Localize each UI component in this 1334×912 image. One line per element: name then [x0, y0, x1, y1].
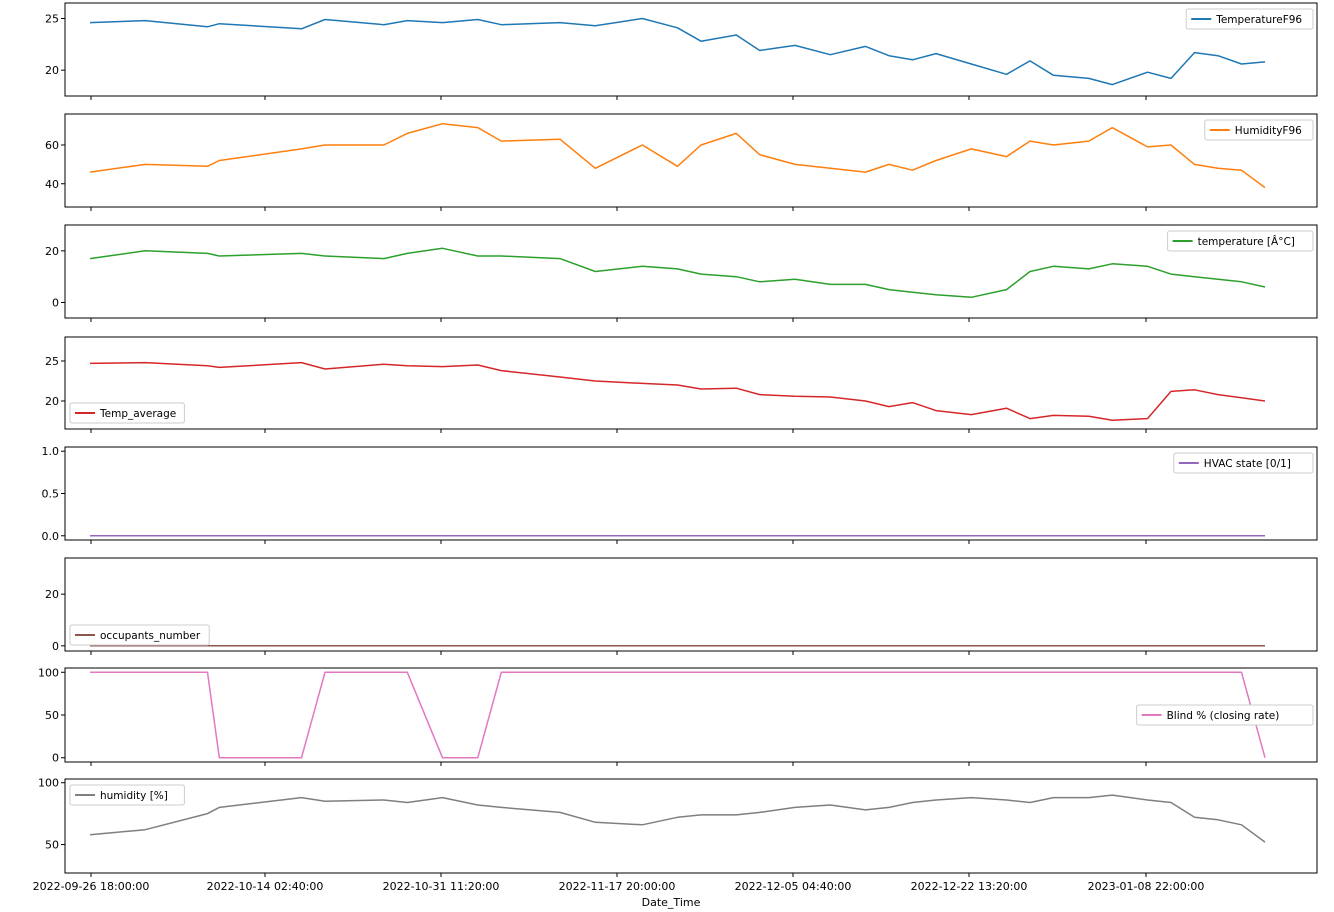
legend: temperature [Â°C] — [1167, 230, 1314, 252]
legend-box — [1204, 119, 1314, 141]
shared-x-axis: 2022-09-26 18:00:00 2022-10-14 02:40:00 20… — [33, 880, 1205, 893]
subplot-4: 20 25 Temp_average — [45, 336, 1318, 433]
legend-box — [69, 624, 210, 646]
axes-frame — [64, 336, 1318, 430]
series-line-7 — [90, 671, 1266, 759]
x-tick-label: 2022-12-22 13:20:00 — [911, 880, 1028, 893]
x-tick-label: 2022-11-17 20:00:00 — [559, 880, 676, 893]
y-tick-label: 100 — [38, 777, 59, 790]
legend: humidity [%] — [69, 784, 185, 806]
axes-frame — [64, 667, 1318, 763]
axes-frame — [64, 557, 1318, 652]
axes-frame — [64, 778, 1318, 874]
series-line-2 — [89, 122, 1266, 189]
y-tick-label: 1.0 — [42, 445, 60, 458]
legend-label: TemperatureF96 — [1215, 14, 1302, 26]
subplot-2: 40 60 HumidityF96 — [45, 113, 1318, 211]
legend: TemperatureF96 — [1185, 8, 1314, 30]
axes-frame — [64, 446, 1318, 541]
y-tick-label: 50 — [45, 709, 59, 722]
legend-box — [1173, 452, 1314, 474]
series-line-8 — [89, 794, 1266, 843]
axes-frame — [64, 113, 1318, 208]
y-tick-label: 0.0 — [42, 530, 60, 543]
legend-box — [69, 784, 185, 806]
x-tick-label: 2022-09-26 18:00:00 — [33, 880, 150, 893]
subplot-6: 0 20 occupants_number — [45, 557, 1318, 655]
y-tick-label: 50 — [45, 839, 59, 852]
x-tick-label: 2022-10-31 11:20:00 — [383, 880, 500, 893]
legend: occupants_number — [69, 624, 210, 646]
legend-label: temperature [Â°C] — [1198, 235, 1295, 248]
legend-label: HumidityF96 — [1235, 125, 1302, 137]
axes-frame — [64, 2, 1318, 97]
subplot-3: 0 20 temperature [Â°C] — [45, 224, 1318, 322]
legend-label: humidity [%] — [100, 790, 168, 802]
y-tick-label: 20 — [45, 588, 59, 601]
y-tick-label: 25 — [45, 13, 59, 26]
subplot-1: 20 25 TemperatureF96 — [45, 2, 1318, 100]
y-tick-label: 0 — [52, 640, 59, 653]
y-tick-label: 60 — [45, 139, 59, 152]
legend-box — [1136, 704, 1314, 726]
y-tick-label: 20 — [45, 395, 59, 408]
x-tick-label: 2022-12-05 04:40:00 — [735, 880, 852, 893]
legend-box — [1185, 8, 1314, 30]
legend: HumidityF96 — [1204, 119, 1314, 141]
x-tick-label: 2022-10-14 02:40:00 — [207, 880, 324, 893]
legend: HVAC state [0/1] — [1173, 452, 1314, 474]
axes-frame — [64, 224, 1318, 319]
legend-label: Blind % (closing rate) — [1167, 710, 1280, 722]
y-tick-label: 0 — [52, 752, 59, 765]
series-line-4 — [89, 361, 1266, 421]
legend: Blind % (closing rate) — [1136, 704, 1314, 726]
x-axis-label: Date_Time — [642, 896, 701, 909]
x-tick-label: 2023-01-08 22:00:00 — [1088, 880, 1205, 893]
y-tick-label: 40 — [45, 178, 59, 191]
y-tick-label: 0.5 — [42, 488, 60, 501]
legend-label: occupants_number — [100, 630, 201, 642]
legend-box — [1167, 230, 1314, 252]
y-tick-label: 0 — [52, 297, 59, 310]
series-line-1 — [89, 17, 1266, 86]
y-tick-label: 20 — [45, 245, 59, 258]
y-tick-label: 25 — [45, 355, 59, 368]
subplot-7: 0 50 100 Blind % (closing rate) — [38, 666, 1318, 766]
subplot-5: 0.0 0.5 1.0 HVAC state [0/1] — [42, 445, 1318, 544]
subplot-stack: 20 25 TemperatureF96 40 60 HumidityF96 0 20 temp… — [38, 2, 1318, 877]
legend-label: HVAC state [0/1] — [1204, 458, 1291, 470]
legend-box — [69, 402, 185, 424]
y-tick-label: 100 — [38, 666, 59, 679]
legend: Temp_average — [69, 402, 185, 424]
legend-label: Temp_average — [99, 408, 176, 420]
subplot-8: 50 100 humidity [%] — [38, 777, 1318, 877]
y-tick-label: 20 — [45, 64, 59, 77]
series-line-3 — [89, 247, 1266, 299]
